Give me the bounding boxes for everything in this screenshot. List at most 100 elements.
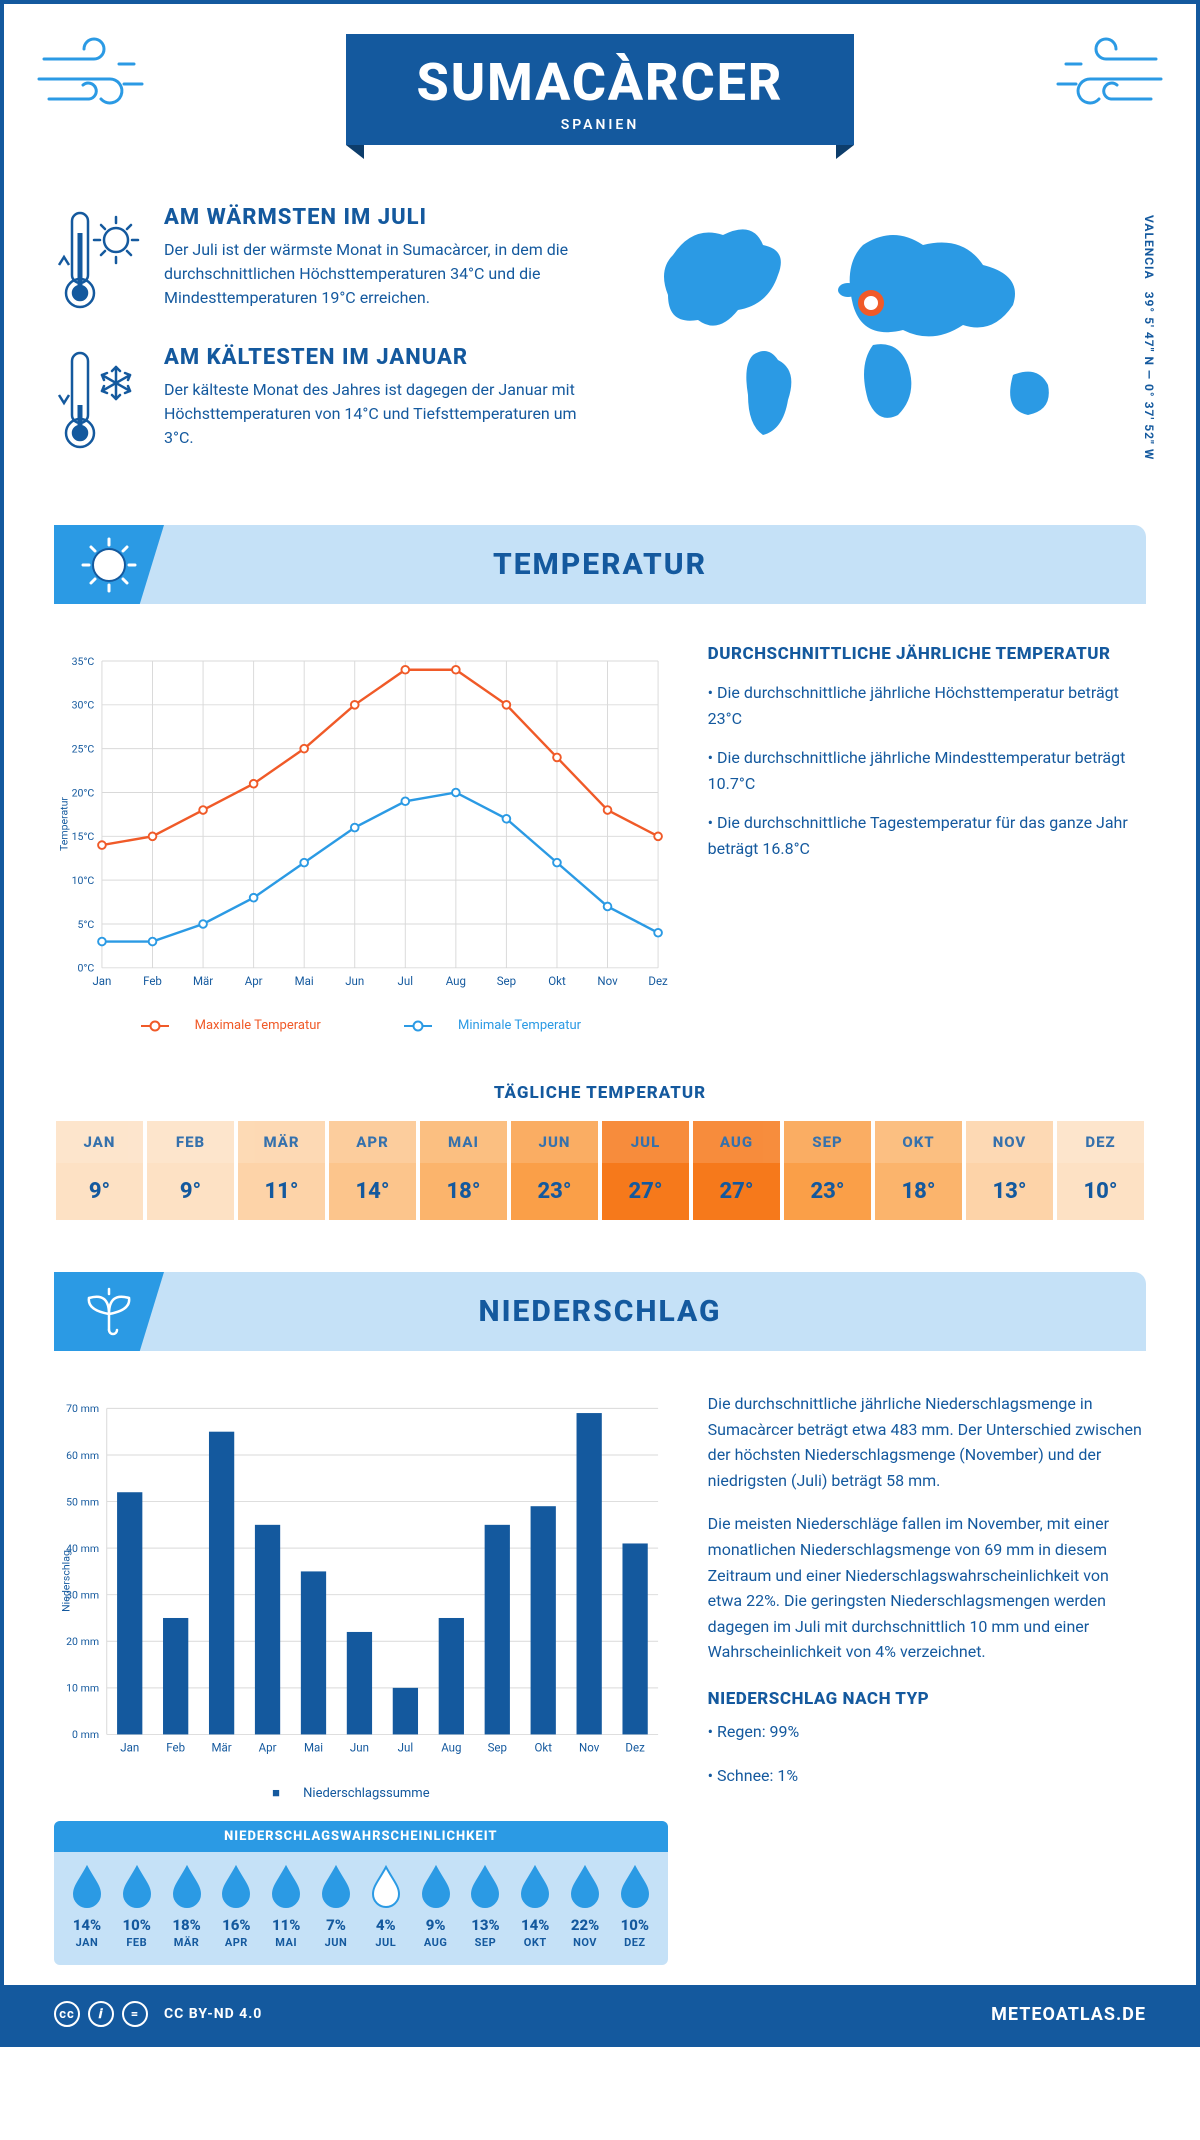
temp-section-banner: TEMPERATUR: [54, 525, 1146, 604]
svg-text:50 mm: 50 mm: [66, 1495, 99, 1508]
prob-cell: 7% JUN: [311, 1864, 361, 1949]
daily-cell: JAN 9°: [54, 1119, 145, 1222]
svg-text:Mär: Mär: [211, 1741, 231, 1755]
drop-icon: [319, 1864, 353, 1908]
precip-summary: Die durchschnittliche jährliche Niedersc…: [708, 1391, 1146, 1965]
svg-text:20 mm: 20 mm: [66, 1635, 99, 1648]
sun-icon: [79, 535, 139, 595]
svg-text:15°C: 15°C: [72, 830, 95, 843]
warm-text: Der Juli ist der wärmste Monat in Sumacà…: [164, 238, 580, 310]
daily-cell: JUL 27°: [600, 1119, 691, 1222]
svg-text:Nov: Nov: [597, 974, 618, 988]
prob-cell: 9% AUG: [411, 1864, 461, 1949]
svg-text:60 mm: 60 mm: [66, 1449, 99, 1462]
prob-cell: 16% APR: [211, 1864, 261, 1949]
svg-text:Sep: Sep: [488, 1741, 507, 1755]
svg-text:Jan: Jan: [120, 1741, 139, 1755]
svg-text:Aug: Aug: [446, 974, 466, 988]
daily-cell: NOV 13°: [964, 1119, 1055, 1222]
drop-icon: [369, 1864, 403, 1908]
daily-cell: SEP 23°: [782, 1119, 873, 1222]
svg-text:Feb: Feb: [143, 974, 162, 988]
thermometer-sun-icon: [54, 205, 144, 315]
title-banner: SUMACÀRCER SPANIEN: [346, 34, 853, 145]
daily-temp-title: TÄGLICHE TEMPERATUR: [4, 1083, 1196, 1103]
prob-cell: 14% OKT: [510, 1864, 560, 1949]
drop-icon: [518, 1864, 552, 1908]
svg-text:Jun: Jun: [345, 974, 364, 988]
svg-text:Jul: Jul: [398, 1741, 413, 1755]
svg-text:Jul: Jul: [398, 974, 413, 988]
svg-text:0°C: 0°C: [78, 962, 95, 975]
daily-cell: DEZ 10°: [1055, 1119, 1146, 1222]
svg-text:Mai: Mai: [304, 1741, 323, 1755]
svg-text:0 mm: 0 mm: [72, 1728, 99, 1741]
drop-icon: [70, 1864, 104, 1908]
prob-cell: 22% NOV: [560, 1864, 610, 1949]
svg-text:Mär: Mär: [193, 974, 213, 988]
drop-icon: [618, 1864, 652, 1908]
prob-cell: 10% DEZ: [610, 1864, 660, 1949]
cold-fact: AM KÄLTESTEN IM JANUAR Der kälteste Mona…: [54, 345, 580, 455]
svg-text:Okt: Okt: [534, 1741, 552, 1755]
temp-chart: 0°C5°C10°C15°C20°C25°C30°C35°CJanFebMärA…: [54, 644, 668, 1033]
country-label: SPANIEN: [416, 117, 783, 133]
temp-heading: TEMPERATUR: [54, 547, 1146, 582]
cold-text: Der kälteste Monat des Jahres ist dagege…: [164, 378, 580, 450]
drop-icon: [568, 1864, 602, 1908]
license-label: CC BY-ND 4.0: [164, 2006, 262, 2022]
precip-section-banner: NIEDERSCHLAG: [54, 1272, 1146, 1351]
svg-text:5°C: 5°C: [78, 918, 95, 931]
prob-cell: 18% MÄR: [162, 1864, 212, 1949]
drop-icon: [269, 1864, 303, 1908]
daily-cell: MAI 18°: [418, 1119, 509, 1222]
precip-legend: ■ Niederschlagssumme: [54, 1785, 668, 1801]
svg-text:Jun: Jun: [350, 1741, 369, 1755]
daily-cell: OKT 18°: [873, 1119, 964, 1222]
svg-text:Temperatur: Temperatur: [57, 797, 70, 851]
svg-text:35°C: 35°C: [72, 655, 95, 668]
cc-icons: cc𝒊=: [54, 2001, 148, 2027]
svg-text:Jan: Jan: [92, 974, 111, 988]
location-title: SUMACÀRCER: [416, 52, 783, 113]
precip-prob-box: NIEDERSCHLAGSWAHRSCHEINLICHKEIT 14% JAN …: [54, 1821, 668, 1965]
wind-icon: [34, 34, 154, 124]
wind-icon: [1046, 34, 1166, 124]
precip-chart: 0 mm10 mm20 mm30 mm40 mm50 mm60 mm70 mmJ…: [54, 1391, 668, 1965]
warm-fact: AM WÄRMSTEN IM JULI Der Juli ist der wär…: [54, 205, 580, 315]
svg-text:25°C: 25°C: [72, 742, 95, 755]
daily-cell: AUG 27°: [691, 1119, 782, 1222]
daily-cell: FEB 9°: [145, 1119, 236, 1222]
drop-icon: [419, 1864, 453, 1908]
prob-cell: 10% FEB: [112, 1864, 162, 1949]
infographic-page: SUMACÀRCER SPANIEN AM WÄRMSTEN IM JULI D…: [0, 0, 1200, 2047]
cold-title: AM KÄLTESTEN IM JANUAR: [164, 345, 580, 370]
daily-cell: JUN 23°: [509, 1119, 600, 1222]
prob-cell: 11% MAI: [261, 1864, 311, 1949]
coordinates: VALENCIA 39° 5' 47" N — 0° 37' 52" W: [1142, 215, 1156, 460]
daily-cell: APR 14°: [327, 1119, 418, 1222]
prob-cell: 4% JUL: [361, 1864, 411, 1949]
header: SUMACÀRCER SPANIEN: [4, 4, 1196, 185]
thermometer-snow-icon: [54, 345, 144, 455]
svg-text:10°C: 10°C: [72, 874, 95, 887]
svg-text:Aug: Aug: [441, 1741, 461, 1755]
svg-text:Dez: Dez: [648, 974, 667, 988]
daily-temp-table: JAN 9° FEB 9° MÄR 11° APR 14° MAI 18° JU…: [54, 1119, 1146, 1222]
temp-legend: Maximale Temperatur Minimale Temperatur: [54, 1018, 668, 1033]
svg-text:Dez: Dez: [625, 1741, 645, 1755]
precip-heading: NIEDERSCHLAG: [54, 1294, 1146, 1329]
svg-text:70 mm: 70 mm: [66, 1402, 99, 1415]
temp-summary: DURCHSCHNITTLICHE JÄHRLICHE TEMPERATUR •…: [708, 644, 1146, 1033]
svg-text:20°C: 20°C: [72, 786, 95, 799]
warm-title: AM WÄRMSTEN IM JULI: [164, 205, 580, 230]
svg-text:Sep: Sep: [497, 974, 516, 988]
drop-icon: [468, 1864, 502, 1908]
drop-icon: [170, 1864, 204, 1908]
svg-text:Okt: Okt: [548, 974, 566, 988]
world-map: [620, 205, 1146, 465]
svg-text:Apr: Apr: [245, 974, 263, 988]
drop-icon: [219, 1864, 253, 1908]
svg-text:Niederschlag: Niederschlag: [59, 1550, 72, 1612]
footer: cc𝒊= CC BY-ND 4.0 METEOATLAS.DE: [4, 1985, 1196, 2043]
